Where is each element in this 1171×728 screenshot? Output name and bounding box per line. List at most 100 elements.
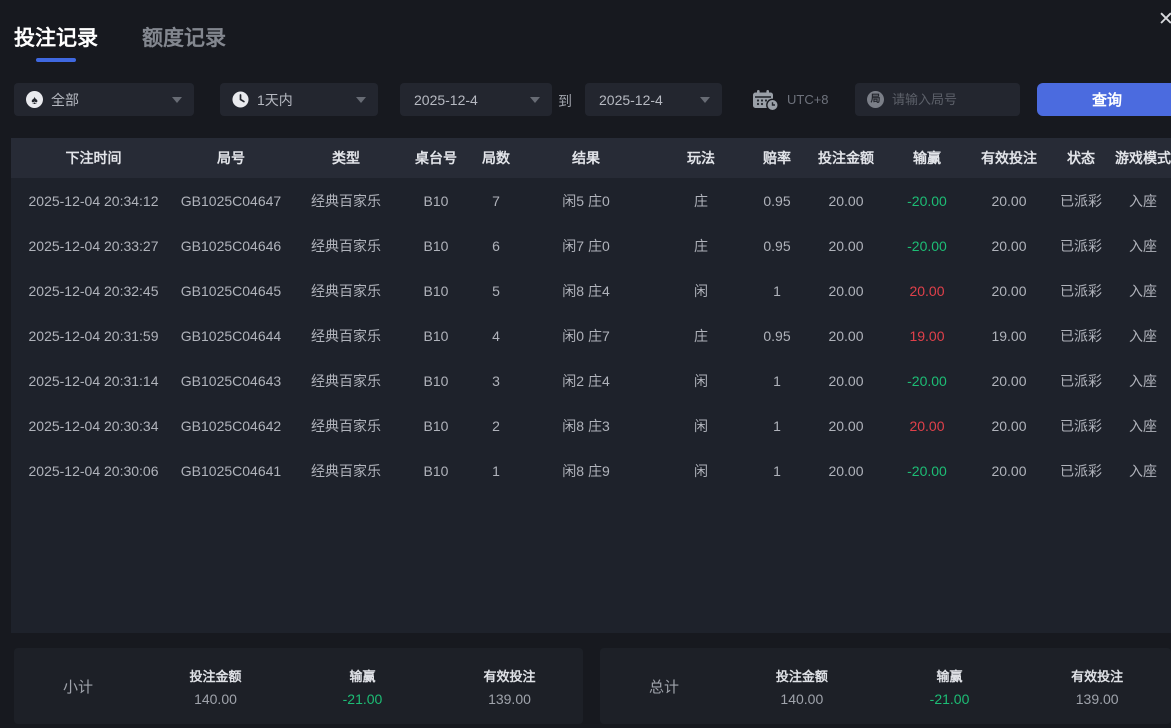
query-button[interactable]: 查询: [1037, 83, 1171, 116]
cell-odds: 1: [773, 282, 781, 299]
cell-bet: 20.00: [828, 417, 864, 434]
cell-play: 闲: [694, 372, 708, 389]
cell-play: 闲: [694, 462, 708, 479]
total-stats: 投注金额 140.00 输赢 -21.00 有效投注 139.00: [728, 666, 1171, 707]
cell-mode: 入座: [1129, 282, 1157, 299]
close-icon[interactable]: ✕: [1158, 9, 1171, 30]
cell-table_no: B10: [423, 327, 449, 344]
cell-type: 经典百家乐: [311, 417, 381, 434]
category-dropdown-value: 全部: [51, 91, 79, 108]
stat-value: -21.00: [929, 690, 970, 707]
table-row: 2025-12-04 20:30:34 GB1025C04642 经典百家乐 B10 2…: [11, 403, 1171, 448]
cell-win: -20.00: [907, 237, 947, 254]
timezone-label: UTC+8: [787, 92, 829, 107]
table-row: 2025-12-04 20:30:06 GB1025C04641 经典百家乐 B10 1…: [11, 448, 1171, 493]
category-dropdown[interactable]: ♠ 全部: [14, 83, 194, 116]
cell-valid: 20.00: [991, 282, 1027, 299]
column-header: 赔率: [763, 150, 791, 166]
cell-status: 已派彩: [1060, 462, 1102, 479]
time-range-dropdown-value: 1天内: [257, 91, 293, 108]
cell-valid: 20.00: [991, 417, 1027, 434]
cell-status: 已派彩: [1060, 327, 1102, 344]
cell-win: 20.00: [909, 417, 945, 434]
chevron-down-icon: [356, 97, 366, 103]
date-from-dropdown[interactable]: 2025-12-4: [400, 83, 552, 116]
cell-odds: 0.95: [763, 192, 791, 209]
cell-type: 经典百家乐: [311, 372, 381, 389]
cell-time: 2025-12-04 20:34:12: [28, 192, 159, 209]
cell-round: 7: [492, 192, 500, 209]
column-header: 状态: [1067, 150, 1095, 166]
date-to-dropdown[interactable]: 2025-12-4: [585, 83, 722, 116]
stat-value: 139.00: [488, 690, 531, 707]
cell-mode: 入座: [1129, 372, 1157, 389]
cell-status: 已派彩: [1060, 417, 1102, 434]
cell-valid: 20.00: [991, 237, 1027, 254]
chevron-down-icon: [700, 97, 710, 103]
cell-odds: 0.95: [763, 237, 791, 254]
cell-result: 闲8 庄4: [562, 282, 610, 299]
cell-bet: 20.00: [828, 372, 864, 389]
cell-table_no: B10: [423, 417, 449, 434]
total-panel: 总计 投注金额 140.00 输赢 -21.00 有效投注 139.00: [600, 648, 1171, 724]
stat-value: -21.00: [342, 690, 383, 707]
subtotal-stat: 投注金额 140.00: [142, 666, 289, 707]
cell-type: 经典百家乐: [311, 237, 381, 254]
chevron-down-icon: [172, 97, 182, 103]
subtotal-panel: 小计 投注金额 140.00 输赢 -21.00 有效投注 139.00: [14, 648, 583, 724]
subtotal-label: 小计: [62, 678, 93, 696]
tab-credit-records[interactable]: 额度记录: [142, 22, 226, 62]
column-header: 玩法: [687, 150, 715, 166]
column-header: 投注金额: [818, 150, 874, 166]
date-from-value: 2025-12-4: [414, 91, 478, 108]
cell-result: 闲5 庄0: [562, 192, 610, 209]
cell-win: 20.00: [909, 282, 945, 299]
cell-win: -20.00: [907, 372, 947, 389]
stat-value: 140.00: [780, 690, 824, 707]
cell-odds: 1: [773, 462, 781, 479]
game-id-search-input[interactable]: [892, 92, 1002, 107]
cell-odds: 0.95: [763, 327, 791, 344]
calendar-clock-icon: [752, 89, 779, 117]
tab-bet-records[interactable]: 投注记录: [14, 22, 98, 62]
cell-play: 庄: [694, 237, 708, 254]
cell-mode: 入座: [1129, 462, 1157, 479]
cell-win: -20.00: [907, 462, 947, 479]
cell-type: 经典百家乐: [311, 462, 381, 479]
cell-result: 闲8 庄3: [562, 417, 610, 434]
cell-play: 庄: [694, 192, 708, 209]
stat-value: 139.00: [1075, 690, 1119, 707]
game-id-icon: 局: [867, 91, 884, 108]
cell-time: 2025-12-04 20:32:45: [28, 282, 159, 299]
cell-status: 已派彩: [1060, 372, 1102, 389]
stat-label: 输赢: [936, 668, 963, 684]
cell-table_no: B10: [423, 462, 449, 479]
table-row: 2025-12-04 20:33:27 GB1025C04646 经典百家乐 B10 6…: [11, 223, 1171, 268]
date-to-label: 到: [558, 93, 572, 109]
cell-table_no: B10: [423, 192, 449, 209]
cell-game_id: GB1025C04643: [180, 372, 282, 389]
cell-play: 闲: [694, 282, 708, 299]
time-range-dropdown[interactable]: 1天内: [220, 83, 378, 116]
subtotal-stat: 输赢 -21.00: [289, 666, 436, 707]
subtotal-stats: 投注金额 140.00 输赢 -21.00 有效投注 139.00: [142, 666, 583, 707]
cell-game_id: GB1025C04646: [180, 237, 282, 254]
active-tab-underline: [36, 58, 76, 62]
cell-type: 经典百家乐: [311, 192, 381, 209]
cell-mode: 入座: [1129, 327, 1157, 344]
cell-type: 经典百家乐: [311, 282, 381, 299]
cell-status: 已派彩: [1060, 192, 1102, 209]
cell-type: 经典百家乐: [311, 327, 381, 344]
total-stat: 输赢 -21.00: [876, 666, 1024, 707]
cell-win: 19.00: [909, 327, 945, 344]
cell-play: 庄: [694, 327, 708, 344]
game-id-search[interactable]: 局: [855, 83, 1020, 116]
cell-time: 2025-12-04 20:30:06: [28, 462, 159, 479]
cell-round: 5: [492, 282, 500, 299]
cell-win: -20.00: [907, 192, 947, 209]
cell-valid: 20.00: [991, 372, 1027, 389]
cell-game_id: GB1025C04641: [180, 462, 282, 479]
tab-credit-records-label: 额度记录: [142, 27, 226, 50]
cell-valid: 20.00: [991, 192, 1027, 209]
cell-game_id: GB1025C04645: [180, 282, 282, 299]
